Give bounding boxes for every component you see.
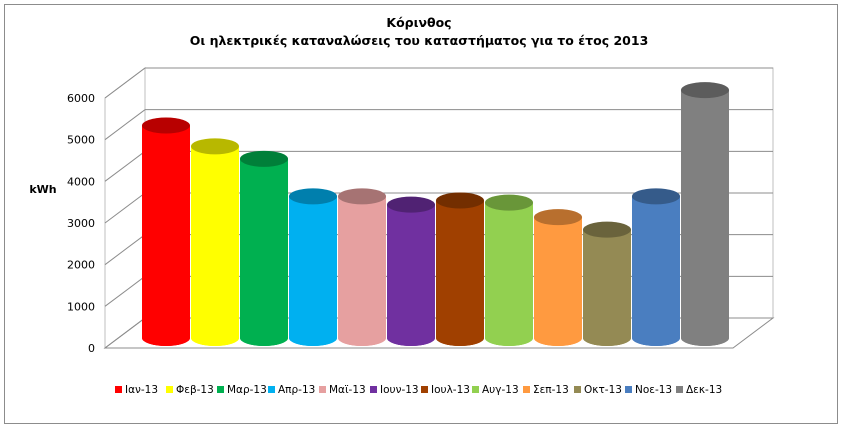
legend-swatch — [166, 386, 173, 393]
legend-swatch — [319, 386, 326, 393]
bar-shade — [240, 158, 288, 346]
gridline-side — [104, 192, 146, 224]
bar-top — [142, 117, 190, 134]
bar-shade — [583, 229, 631, 346]
bar-top — [583, 221, 631, 238]
bar-Σεπ-13 — [534, 209, 582, 346]
legend-label: Ιαν-13 — [125, 384, 158, 396]
legend-item: Ιουν-13 — [370, 384, 419, 396]
legend-label: Δεκ-13 — [686, 384, 722, 396]
legend-label: Απρ-13 — [278, 384, 315, 396]
gridline-side — [104, 150, 146, 182]
bar-Ιαν-13 — [142, 117, 190, 346]
legend-swatch — [676, 386, 683, 393]
chart-subtitle: Οι ηλεκτρικές καταναλώσεις του καταστήμα… — [190, 33, 649, 48]
bar-shade — [485, 202, 533, 346]
bar-Μαρ-13 — [240, 150, 288, 346]
legend-item: Νοε-13 — [625, 384, 672, 396]
bar-Ιουν-13 — [387, 196, 435, 346]
bar-top — [240, 150, 288, 167]
legend-label: Αυγ-13 — [482, 384, 519, 396]
bar-top — [387, 196, 435, 213]
legend-item: Ιουλ-13 — [421, 384, 470, 396]
chart-area: Κόρινθος Οι ηλεκτρικές καταναλώσεις του … — [4, 4, 838, 424]
bar-Οκτ-13 — [583, 221, 631, 346]
legend-swatch — [115, 386, 122, 393]
legend-item: Αυγ-13 — [472, 384, 519, 396]
legend-item: Δεκ-13 — [676, 384, 722, 396]
bar-Μαϊ-13 — [338, 188, 386, 346]
legend-swatch — [370, 386, 377, 393]
bar-Νοε-13 — [632, 188, 680, 346]
legend-label: Οκτ-13 — [584, 384, 622, 396]
legend-label: Φεβ-13 — [176, 384, 214, 396]
bar-chart: Κόρινθος Οι ηλεκτρικές καταναλώσεις του … — [29, 15, 775, 396]
legend-item: Φεβ-13 — [166, 384, 214, 396]
gridline-side — [104, 317, 146, 349]
legend-label: Ιουν-13 — [380, 384, 419, 396]
bar-top — [485, 194, 533, 211]
legend-swatch — [523, 386, 530, 393]
bar-shade — [387, 204, 435, 346]
legend-swatch — [217, 386, 224, 393]
bar-Απρ-13 — [289, 188, 337, 346]
legend-label: Μαϊ-13 — [329, 384, 366, 396]
legend-swatch — [421, 386, 428, 393]
y-tick-label: 3000 — [67, 217, 95, 230]
bar-shade — [534, 217, 582, 346]
y-tick-label: 0 — [88, 342, 95, 355]
bar-top — [289, 188, 337, 205]
legend-item: Απρ-13 — [268, 384, 315, 396]
y-tick-label: 4000 — [67, 175, 95, 188]
bar-Ιουλ-13 — [436, 192, 484, 346]
bar-shade — [142, 125, 190, 346]
bar-Φεβ-13 — [191, 138, 239, 346]
legend: Ιαν-13 Φεβ-13 Μαρ-13 Απρ-13 Μαϊ-13 Ιουν-13 Ιου… — [115, 384, 722, 396]
legend-item: Μαϊ-13 — [319, 384, 366, 396]
bar-top — [338, 188, 386, 205]
bar-Αυγ-13 — [485, 194, 533, 346]
bar-shade — [289, 196, 337, 346]
bar-shade — [191, 146, 239, 346]
legend-item: Σεπ-13 — [523, 384, 569, 396]
bar-top — [632, 188, 680, 205]
y-tick-label: 5000 — [67, 134, 95, 147]
bar-shade — [681, 90, 729, 346]
gridline-side — [104, 234, 146, 266]
chart-title: Κόρινθος — [386, 15, 451, 30]
y-tick-labels: 0 1000 2000 3000 4000 5000 6000 — [67, 92, 95, 355]
gridline-side — [104, 67, 146, 99]
legend-label: Σεπ-13 — [533, 384, 569, 396]
bar-Δεκ-13 — [681, 82, 729, 346]
y-tick-label: 1000 — [67, 300, 95, 313]
legend-swatch — [625, 386, 632, 393]
legend-label: Μαρ-13 — [227, 384, 267, 396]
bar-top — [191, 138, 239, 155]
gridline-side — [104, 109, 146, 141]
legend-item: Ιαν-13 — [115, 384, 158, 396]
legend-label: Ιουλ-13 — [431, 384, 470, 396]
legend-swatch — [574, 386, 581, 393]
bar-top — [681, 82, 729, 99]
y-tick-label: 2000 — [67, 259, 95, 272]
bars — [142, 82, 729, 346]
legend-swatch — [472, 386, 479, 393]
y-tick-label: 6000 — [67, 92, 95, 105]
bar-shade — [632, 196, 680, 346]
y-axis-label: kWh — [29, 183, 56, 196]
bar-top — [534, 209, 582, 226]
legend-swatch — [268, 386, 275, 393]
bar-shade — [436, 200, 484, 346]
legend-label: Νοε-13 — [635, 384, 672, 396]
gridline-side — [104, 275, 146, 307]
bar-top — [436, 192, 484, 209]
legend-item: Μαρ-13 — [217, 384, 267, 396]
legend-item: Οκτ-13 — [574, 384, 622, 396]
bar-shade — [338, 196, 386, 346]
